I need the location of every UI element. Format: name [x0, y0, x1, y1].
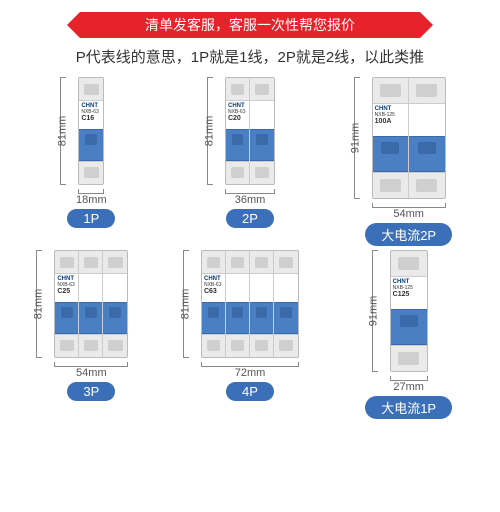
width-label: 27mm	[393, 381, 424, 393]
toggle-switch	[391, 309, 427, 345]
circuit-breaker: CHNTNXB-63C25	[54, 250, 128, 358]
width-dimension: 27mm	[390, 374, 428, 392]
rating-label: C63	[204, 288, 223, 296]
width-label: 18mm	[76, 194, 107, 206]
breaker-pole	[79, 251, 103, 357]
height-dimension: 81mm	[24, 250, 52, 358]
circuit-breaker: CHNTNXB-63C20	[225, 77, 275, 185]
circuit-breaker: CHNTNXB-125100A	[372, 77, 446, 199]
toggle-switch	[103, 302, 127, 334]
product-cell: 91mmCHNTNXB-125100A54mm大电流2P	[331, 77, 486, 246]
pole-tag: 2P	[226, 209, 274, 228]
circuit-breaker: CHNTNXB-125C125	[390, 250, 428, 372]
rating-label: C25	[57, 288, 76, 296]
breaker-pole	[250, 251, 274, 357]
toggle-switch	[274, 302, 298, 334]
height-dimension: 91mm	[360, 250, 388, 372]
explanation-text: P代表线的意思，1P就是1线，2P就是2线，以此类推	[0, 46, 500, 67]
breaker-pole: CHNTNXB-63C63	[202, 251, 226, 357]
product-frame: 81mmCHNTNXB-63C2554mm	[54, 250, 128, 358]
height-dimension: 81mm	[48, 77, 76, 185]
breaker-pole: CHNTNXB-125100A	[373, 78, 409, 198]
height-label: 81mm	[179, 289, 191, 320]
rating-label: 100A	[375, 118, 406, 126]
rating-label: C20	[228, 115, 247, 123]
pole-tag: 4P	[226, 382, 274, 401]
toggle-switch	[79, 302, 102, 334]
toggle-switch	[250, 302, 273, 334]
product-frame: 81mmCHNTNXB-63C2036mm	[225, 77, 275, 185]
rating-label: C125	[393, 291, 425, 299]
product-frame: 91mmCHNTNXB-125C12527mm	[390, 250, 428, 372]
width-label: 54mm	[76, 367, 107, 379]
product-grid: 81mmCHNTNXB-63C1618mm1P81mmCHNTNXB-63C20…	[0, 77, 500, 419]
product-cell: 81mmCHNTNXB-63C2554mm3P	[14, 250, 169, 419]
width-dimension: 54mm	[54, 360, 128, 378]
product-cell: 81mmCHNTNXB-63C1618mm1P	[14, 77, 169, 246]
promo-banner: 清单发客服，客服一次性帮您报价	[80, 12, 420, 38]
breaker-pole	[103, 251, 127, 357]
pole-tag: 1P	[67, 209, 115, 228]
circuit-breaker: CHNTNXB-63C16	[78, 77, 104, 185]
height-dimension: 91mm	[342, 77, 370, 199]
product-cell: 81mmCHNTNXB-63C2036mm2P	[173, 77, 328, 246]
breaker-pole	[409, 78, 445, 198]
breaker-pole: CHNTNXB-63C25	[55, 251, 79, 357]
height-dimension: 81mm	[195, 77, 223, 185]
circuit-breaker: CHNTNXB-63C63	[201, 250, 299, 358]
pole-tag: 3P	[67, 382, 115, 401]
toggle-switch	[226, 302, 249, 334]
toggle-switch	[79, 129, 103, 161]
width-dimension: 18mm	[78, 187, 104, 205]
toggle-switch	[373, 136, 408, 172]
height-label: 91mm	[350, 123, 362, 154]
height-label: 81mm	[32, 289, 44, 320]
width-label: 54mm	[393, 208, 424, 220]
product-frame: 81mmCHNTNXB-63C1618mm	[78, 77, 104, 185]
product-cell: 81mmCHNTNXB-63C6372mm4P	[173, 250, 328, 419]
toggle-switch	[409, 136, 445, 172]
width-label: 72mm	[235, 367, 266, 379]
width-dimension: 36mm	[225, 187, 275, 205]
breaker-pole	[226, 251, 250, 357]
width-dimension: 72mm	[201, 360, 299, 378]
breaker-pole: CHNTNXB-63C16	[79, 78, 103, 184]
toggle-switch	[202, 302, 225, 334]
toggle-switch	[226, 129, 249, 161]
width-dimension: 54mm	[372, 201, 446, 219]
height-label: 81mm	[56, 116, 68, 147]
rating-label: C16	[81, 115, 101, 123]
pole-tag: 大电流1P	[365, 396, 452, 419]
breaker-pole	[274, 251, 298, 357]
product-frame: 91mmCHNTNXB-125100A54mm	[372, 77, 446, 199]
toggle-switch	[250, 129, 274, 161]
height-dimension: 81mm	[171, 250, 199, 358]
product-frame: 81mmCHNTNXB-63C6372mm	[201, 250, 299, 358]
breaker-pole: CHNTNXB-125C125	[391, 251, 427, 371]
toggle-switch	[55, 302, 78, 334]
product-cell: 91mmCHNTNXB-125C12527mm大电流1P	[331, 250, 486, 419]
width-label: 36mm	[235, 194, 266, 206]
height-label: 91mm	[368, 296, 380, 327]
breaker-pole	[250, 78, 274, 184]
pole-tag: 大电流2P	[365, 223, 452, 246]
breaker-pole: CHNTNXB-63C20	[226, 78, 250, 184]
height-label: 81mm	[203, 116, 215, 147]
